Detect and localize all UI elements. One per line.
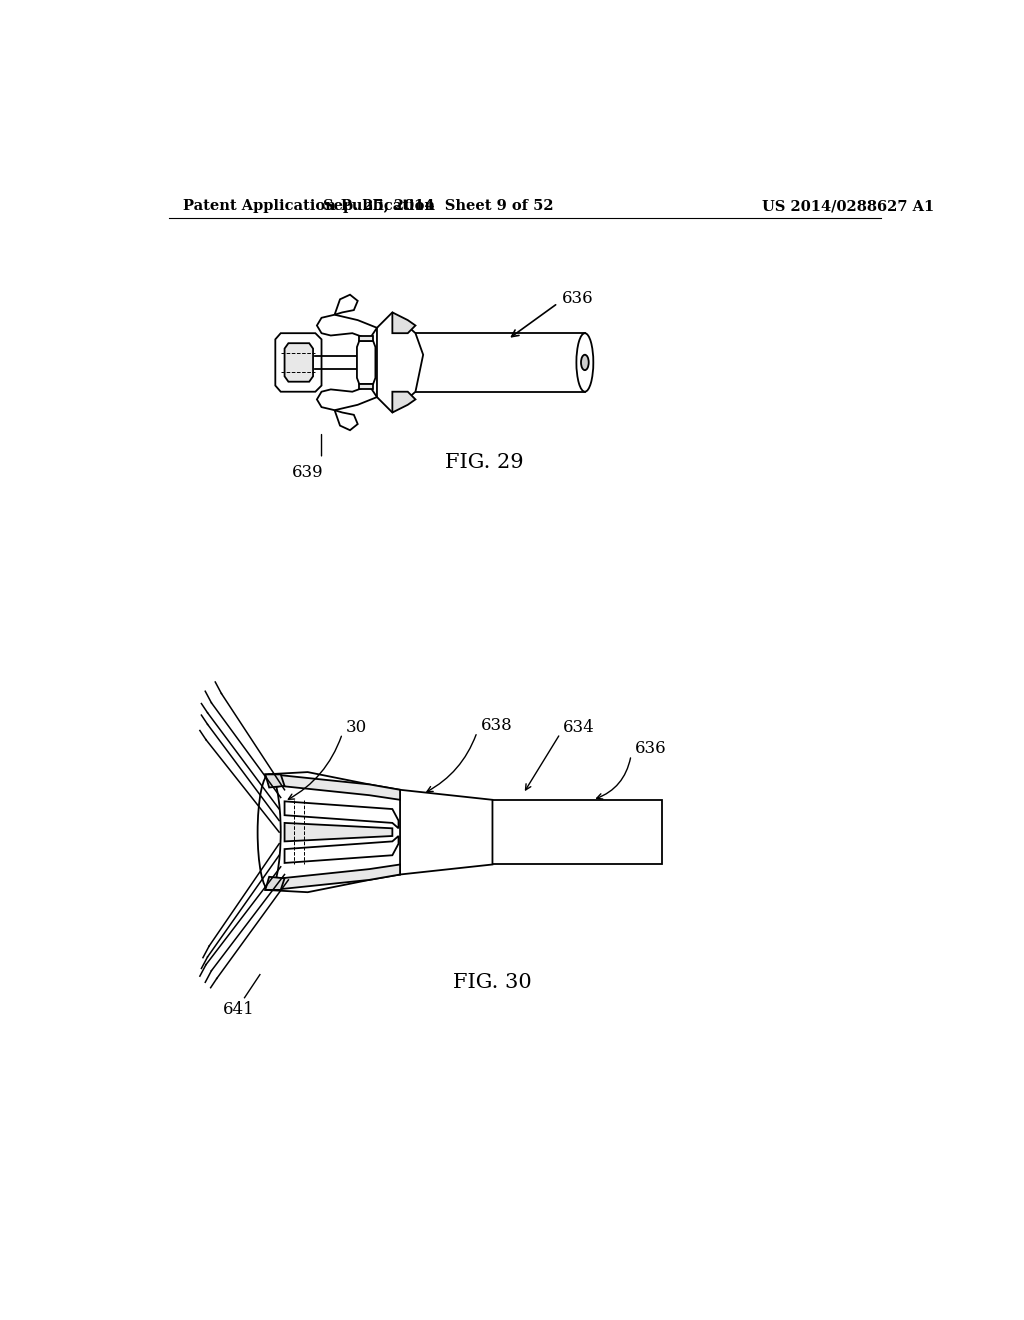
Polygon shape: [265, 775, 285, 788]
Polygon shape: [359, 335, 373, 341]
Polygon shape: [285, 836, 398, 863]
Text: Patent Application Publication: Patent Application Publication: [183, 199, 435, 213]
Polygon shape: [285, 822, 392, 841]
Text: US 2014/0288627 A1: US 2014/0288627 A1: [762, 199, 934, 213]
Polygon shape: [357, 341, 376, 384]
Text: 30: 30: [346, 719, 368, 737]
Polygon shape: [370, 789, 493, 875]
Text: FIG. 30: FIG. 30: [453, 973, 531, 991]
Text: Sep. 25, 2014  Sheet 9 of 52: Sep. 25, 2014 Sheet 9 of 52: [324, 199, 554, 213]
Polygon shape: [316, 385, 377, 411]
Polygon shape: [273, 865, 400, 890]
Text: 636: 636: [635, 741, 667, 758]
Text: 641: 641: [222, 1001, 254, 1018]
Text: 638: 638: [481, 717, 513, 734]
Polygon shape: [359, 384, 373, 389]
Polygon shape: [392, 392, 416, 412]
Polygon shape: [285, 343, 313, 381]
Polygon shape: [335, 294, 357, 314]
Polygon shape: [392, 313, 416, 333]
Polygon shape: [377, 313, 423, 412]
Ellipse shape: [577, 333, 593, 392]
Polygon shape: [335, 411, 357, 430]
Text: FIG. 29: FIG. 29: [445, 453, 524, 473]
Polygon shape: [275, 333, 322, 392]
Polygon shape: [265, 772, 400, 892]
Ellipse shape: [258, 775, 281, 890]
Polygon shape: [285, 801, 398, 829]
Polygon shape: [265, 876, 285, 890]
Polygon shape: [493, 800, 662, 865]
Polygon shape: [316, 314, 377, 339]
Text: 639: 639: [292, 465, 324, 480]
Ellipse shape: [581, 355, 589, 370]
Text: 634: 634: [563, 719, 595, 737]
Polygon shape: [273, 775, 400, 800]
Text: 636: 636: [562, 290, 593, 308]
